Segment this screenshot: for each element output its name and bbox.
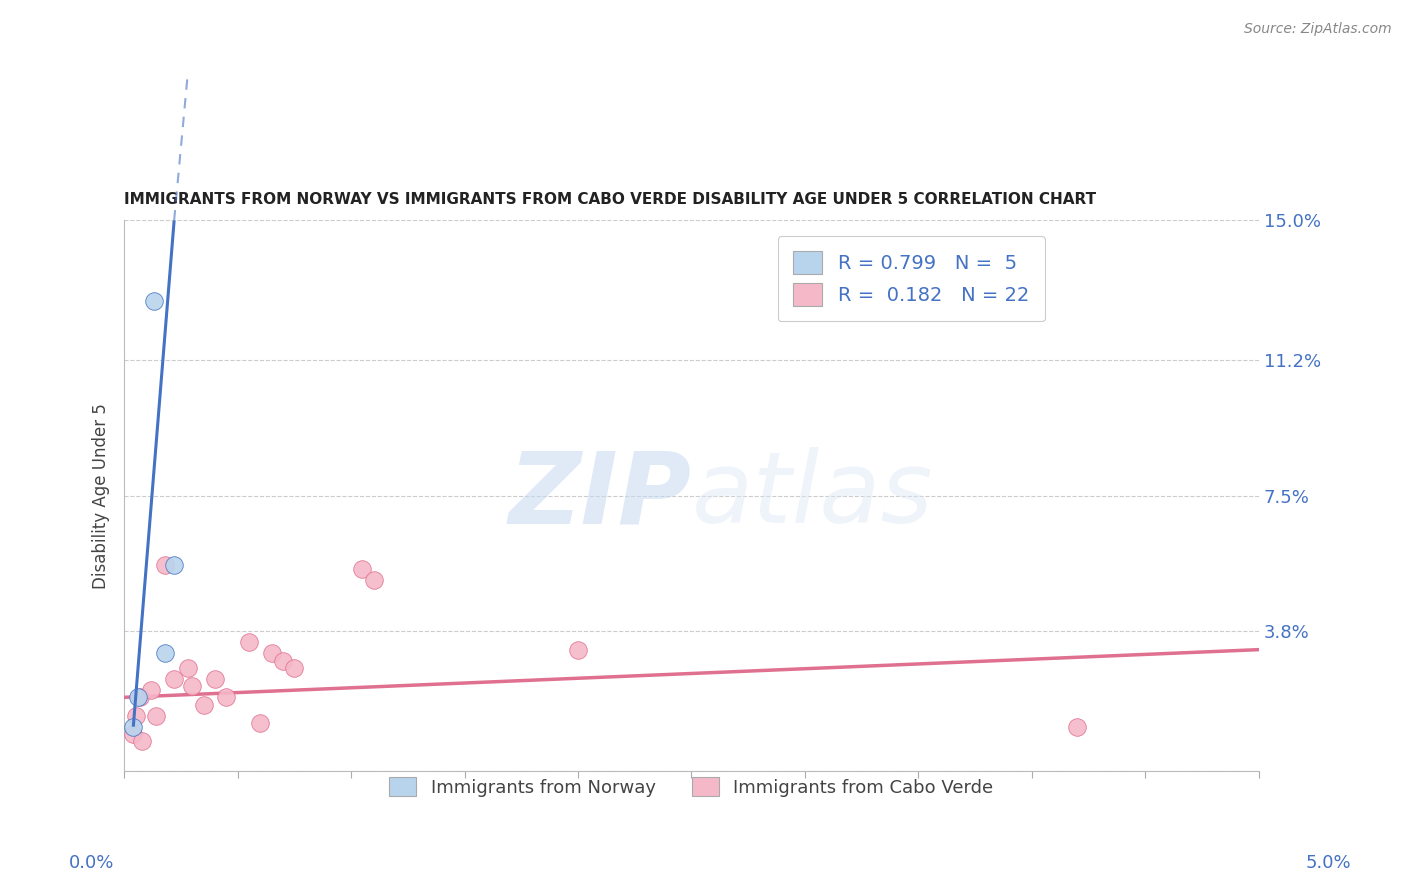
Point: [1066, 720, 1088, 734]
Point: [129, 690, 152, 705]
Point: [363, 573, 385, 587]
Text: 5.0%: 5.0%: [1306, 854, 1351, 871]
Point: [177, 661, 200, 675]
Point: [127, 690, 149, 705]
Point: [249, 716, 271, 731]
Text: IMMIGRANTS FROM NORWAY VS IMMIGRANTS FROM CABO VERDE DISABILITY AGE UNDER 5 CORR: IMMIGRANTS FROM NORWAY VS IMMIGRANTS FRO…: [124, 192, 1097, 207]
Point: [193, 698, 215, 712]
Point: [131, 734, 153, 748]
Point: [141, 683, 163, 698]
Point: [204, 672, 226, 686]
Point: [238, 635, 260, 649]
Point: [163, 558, 186, 573]
Point: [142, 294, 165, 309]
Point: [260, 646, 283, 660]
Point: [153, 558, 176, 573]
Point: [153, 646, 176, 660]
Text: Source: ZipAtlas.com: Source: ZipAtlas.com: [1244, 22, 1392, 37]
Y-axis label: Disability Age Under 5: Disability Age Under 5: [93, 402, 110, 589]
Point: [122, 727, 145, 741]
Point: [283, 661, 305, 675]
Legend: Immigrants from Norway, Immigrants from Cabo Verde: Immigrants from Norway, Immigrants from …: [375, 763, 1008, 811]
Point: [271, 654, 294, 668]
Point: [181, 679, 204, 693]
Point: [567, 642, 589, 657]
Point: [122, 720, 145, 734]
Text: 0.0%: 0.0%: [69, 854, 114, 871]
Text: atlas: atlas: [692, 447, 934, 544]
Text: ZIP: ZIP: [509, 447, 692, 544]
Point: [124, 708, 146, 723]
Point: [145, 708, 167, 723]
Point: [352, 562, 374, 576]
Point: [215, 690, 238, 705]
Point: [163, 672, 186, 686]
